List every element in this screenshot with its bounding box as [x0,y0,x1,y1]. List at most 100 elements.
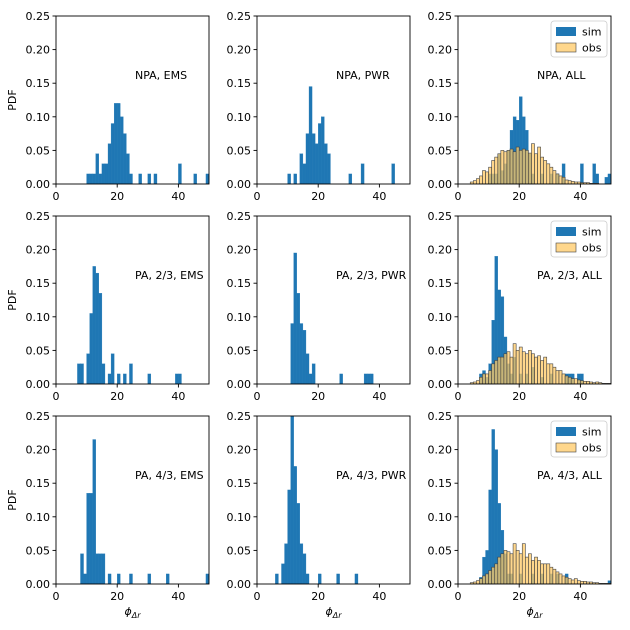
axes-frame [256,215,411,385]
x-tick-label: 0 [455,590,462,603]
obs-bar [521,351,526,384]
sim-bar [175,373,179,384]
sim-bar [339,373,343,384]
x-axis-label: ϕΔr [526,605,543,620]
y-tick-label: 0.20 [26,444,51,457]
y-tick-label: 0.00 [227,578,252,591]
sim-bar [302,330,307,384]
sim-bar [110,123,115,184]
sim-bar [318,573,322,584]
legend: sim obs [550,20,608,58]
sim-bar [77,363,81,384]
obs-bar [500,356,505,384]
obs-bar [476,380,480,384]
obs-bar [540,360,544,384]
x-tick-label: 20 [512,590,526,603]
obs-bar [497,153,502,184]
x-tick-label: 20 [110,590,124,603]
y-tick-label: 0.00 [26,178,51,191]
x-tick-label: 0 [254,190,261,203]
sim-bar [129,363,133,384]
obs-bar [488,370,492,384]
sim-bar [92,173,96,184]
x-tick-label: 0 [254,590,261,603]
sim-bar [305,573,310,584]
panel-5: 0 20 40 0.00 0.05 0.10 0.15 0.20 0.25 PA, 2/3, PW… [227,210,411,403]
sim-bar [293,466,297,584]
legend-swatch-obs [555,242,577,253]
obs-bar [564,576,569,584]
x-tick-label: 0 [254,390,261,403]
axes-frame [457,415,612,585]
y-tick-label: 0.15 [227,77,252,90]
y-tick-label: 0.10 [26,511,51,524]
sim-bar [275,573,279,584]
y-tick-label: 0.15 [428,477,453,490]
legend-label-obs: obs [582,42,602,55]
sim-bar [314,143,319,184]
sim-bar [205,173,209,184]
sim-bar [299,543,304,584]
y-tick-label: 0.05 [227,144,252,157]
obs-bar [512,543,517,584]
sim-bar [592,163,596,184]
bars [290,252,374,384]
panel-7: 0 20 40 0.00 0.05 0.10 0.15 0.20 0.25 PDF ϕΔr PA, 4… [6,410,210,620]
obs-bar [512,343,517,384]
sim-bar [299,153,304,184]
obs-bar [555,173,560,184]
y-tick-label: 0.05 [428,544,453,557]
obs-bar [540,156,544,184]
panel-annotation: PA, 2/3, EMS [135,269,204,282]
y-tick-label: 0.20 [428,44,453,57]
x-tick-label: 40 [573,390,587,403]
y-tick-label: 0.25 [26,10,51,23]
obs-bar [479,376,483,384]
sim-bar [80,553,84,584]
legend: sim obs [550,420,608,458]
sim-bar [83,573,87,584]
panel-2: 0 20 40 0.00 0.05 0.10 0.15 0.20 0.25 NPA, PWR [227,10,411,203]
sim-bar [193,173,197,184]
legend: sim obs [550,220,608,258]
y-tick-label: 0.15 [428,277,453,290]
sim-bar [98,173,103,184]
sim-bar [302,553,307,584]
sim-bar [126,153,130,184]
sim-bar [101,363,106,384]
y-tick-label: 0.25 [428,10,453,23]
y-tick-label: 0.10 [428,511,453,524]
obs-bar [476,178,480,184]
y-tick-label: 0.15 [26,277,51,290]
legend-swatch-obs [555,42,577,53]
obs-bar [549,166,554,184]
y-tick-label: 0.05 [26,144,51,157]
sim-bar [348,173,353,184]
obs-bar [567,578,572,584]
axes-frame [457,15,612,185]
x-tick-label: 40 [372,590,386,603]
obs-bar [570,378,575,384]
axes-frame [256,15,411,185]
obs-bar [472,180,477,184]
obs-bar [561,373,566,384]
sim-bar [281,563,285,584]
sim-bar [290,416,294,584]
obs-bar [491,363,496,384]
obs-bar [494,360,499,384]
y-tick-label: 0.25 [227,210,252,223]
sim-bar [311,133,316,184]
legend-swatch-obs [555,442,577,453]
sim-bar [86,173,90,184]
bars [287,86,395,184]
sim-bar [101,553,106,584]
y-tick-label: 0.20 [26,44,51,57]
y-tick-label: 0.25 [227,410,252,423]
x-tick-label: 40 [573,590,587,603]
x-tick-label: 20 [110,190,124,203]
panel-annotation: NPA, PWR [336,69,390,82]
sim-bar [89,313,93,384]
sim-bar [95,272,99,384]
sim-bar [113,103,118,184]
x-tick-label: 0 [53,390,60,403]
